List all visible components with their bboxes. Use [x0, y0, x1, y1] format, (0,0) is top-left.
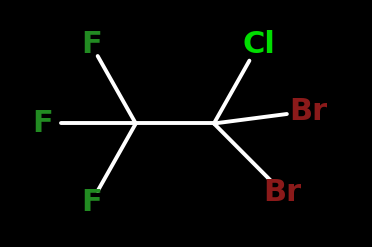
Text: Br: Br [264, 178, 302, 207]
Text: F: F [81, 188, 102, 217]
Text: Cl: Cl [242, 30, 275, 59]
Text: Br: Br [290, 97, 328, 126]
Text: F: F [81, 30, 102, 59]
Text: F: F [32, 109, 53, 138]
